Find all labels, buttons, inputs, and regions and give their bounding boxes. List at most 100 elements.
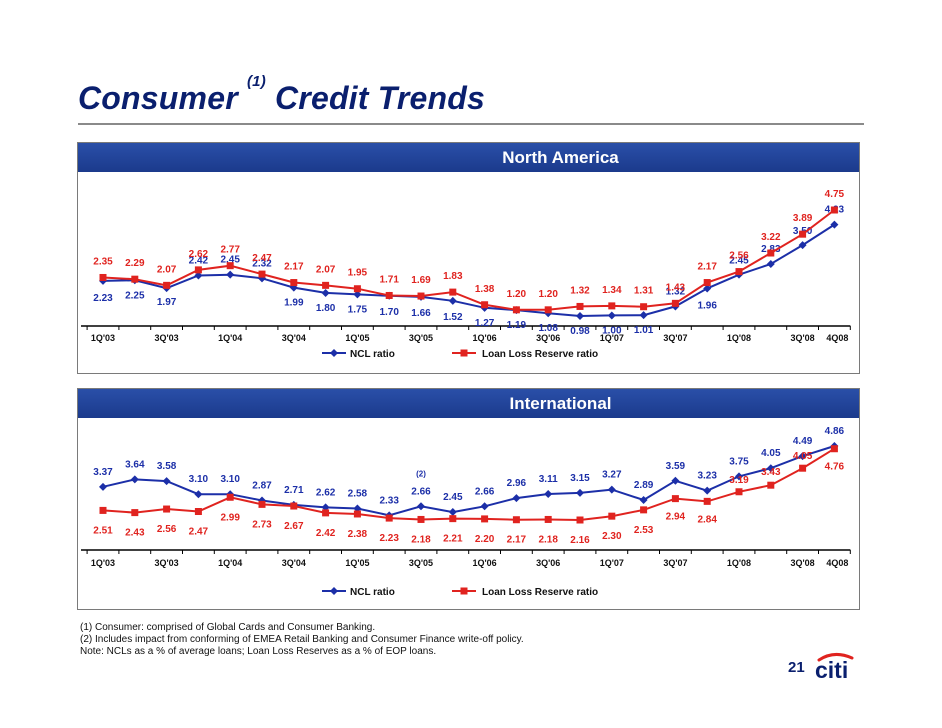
loan-loss-reserve-point: [608, 512, 616, 520]
loan-loss-reserve-point: [481, 515, 489, 523]
ncl-ratio-point: [321, 288, 330, 297]
loan-loss-reserve-point: [258, 270, 266, 278]
title-footnote-marker: (1): [246, 73, 266, 90]
ncl-ratio-data-label: 1.66: [411, 308, 431, 319]
legend-ncl-marker: [330, 587, 338, 595]
footnote-1: (1) Consumer: comprised of Global Cards …: [80, 622, 376, 633]
loan-loss-reserve-point: [449, 515, 457, 523]
x-tick-label: 1Q'08: [727, 333, 751, 343]
loan-loss-reserve-point: [767, 249, 775, 257]
ncl-ratio-data-label: 3.64: [125, 459, 145, 470]
loan-loss-reserve-data-label: 1.32: [570, 285, 590, 296]
page-number: 21: [788, 659, 805, 676]
loan-loss-reserve-point: [512, 516, 520, 524]
ncl-ratio-point: [544, 489, 553, 498]
x-tick-label: 3Q'07: [663, 558, 687, 568]
loan-loss-reserve-point: [385, 291, 393, 299]
loan-loss-reserve-data-label: 2.18: [411, 534, 431, 545]
loan-loss-reserve-point: [322, 509, 330, 517]
ncl-ratio-data-label: 1.01: [634, 325, 654, 336]
loan-loss-reserve-point: [290, 279, 298, 287]
loan-loss-reserve-data-label: 1.38: [475, 284, 495, 295]
loan-loss-reserve-point: [163, 281, 171, 289]
chart-title: International: [509, 394, 611, 413]
ncl-ratio-data-label: 3.58: [157, 461, 177, 472]
loan-loss-reserve-data-label: 2.23: [379, 533, 399, 544]
ncl-ratio-point: [671, 476, 680, 485]
loan-loss-reserve-data-label: 2.20: [475, 534, 495, 545]
loan-loss-reserve-data-label: 4.75: [825, 189, 845, 200]
loan-loss-reserve-point: [671, 299, 679, 307]
loan-loss-reserve-data-label: 1.20: [507, 289, 527, 300]
x-tick-label: 3Q'04: [282, 558, 306, 568]
ncl-ratio-data-label: 3.75: [729, 456, 749, 467]
loan-loss-reserve-point: [481, 301, 489, 309]
loan-loss-reserve-data-label: 1.69: [411, 275, 431, 286]
x-tick-label: 1Q'08: [727, 558, 751, 568]
ncl-ratio-data-label: 2.89: [634, 480, 654, 491]
x-tick-label: 3Q'03: [155, 558, 179, 568]
loan-loss-reserve-data-label: 2.17: [507, 535, 527, 546]
ncl-ratio-data-label: 4.86: [825, 426, 845, 437]
ncl-ratio-point: [194, 271, 203, 280]
loan-loss-reserve-data-label: 1.31: [634, 286, 654, 297]
loan-loss-reserve-data-label: 2.29: [125, 258, 145, 269]
loan-loss-reserve-point: [385, 514, 393, 522]
ncl-ratio-point: [194, 490, 203, 499]
x-tick-label: 1Q'06: [473, 558, 497, 568]
citi-logo: citi: [815, 653, 854, 681]
ncl-ratio-data-label: 1.97: [157, 297, 177, 308]
x-tick-label: 1Q'03: [91, 333, 115, 343]
ncl-ratio-data-label: 2.45: [729, 256, 749, 267]
loan-loss-reserve-data-label: 2.53: [634, 525, 654, 536]
ncl-ratio-data-label: 2.66: [475, 486, 495, 497]
loan-loss-reserve-point: [226, 493, 234, 501]
ncl-ratio-data-label: 1.70: [379, 307, 399, 318]
ncl-ratio-point: [130, 475, 139, 484]
x-tick-label: 4Q08: [826, 558, 848, 568]
ncl-ratio-data-label: 1.32: [666, 286, 686, 297]
loan-loss-reserve-point: [131, 509, 139, 517]
loan-loss-reserve-data-label: 1.71: [379, 274, 399, 285]
loan-loss-reserve-point: [799, 230, 807, 238]
x-tick-label: 3Q'05: [409, 333, 433, 343]
ncl-ratio-point: [448, 296, 457, 305]
loan-loss-reserve-point: [544, 515, 552, 523]
ncl-ratio-data-label: 1.52: [443, 312, 463, 323]
loan-loss-reserve-point: [735, 268, 743, 276]
loan-loss-reserve-data-label: 2.17: [697, 262, 717, 273]
loan-loss-reserve-point: [194, 266, 202, 274]
loan-loss-reserve-data-label: 2.56: [157, 524, 177, 535]
x-tick-label: 3Q'06: [536, 333, 560, 343]
loan-loss-reserve-data-label: 2.07: [316, 264, 336, 275]
ncl-ratio-point: [576, 488, 584, 497]
loan-loss-reserve-data-label: 3.89: [793, 213, 813, 224]
ncl-ratio-point: [607, 311, 616, 320]
loan-loss-reserve-data-label: 2.67: [284, 521, 304, 532]
legend-ncl-label: NCL ratio: [350, 349, 395, 360]
ncl-ratio-point: [289, 283, 298, 292]
x-tick-label: 1Q'05: [345, 333, 369, 343]
ncl-ratio-data-label: 2.32: [252, 258, 272, 269]
loan-loss-reserve-data-label: 2.99: [220, 512, 240, 523]
loan-loss-reserve-data-label: 2.38: [348, 529, 368, 540]
loan-loss-reserve-data-label: 2.51: [93, 525, 113, 536]
loan-loss-reserve-data-label: 3.19: [729, 475, 749, 486]
loan-loss-reserve-line: [102, 447, 835, 522]
loan-loss-reserve-point: [830, 206, 838, 214]
x-tick-label: 4Q08: [826, 333, 848, 343]
ncl-ratio-point: [607, 485, 616, 494]
ncl-ratio-point: [576, 312, 584, 320]
ncl-ratio-data-label: 1.99: [284, 298, 304, 309]
ncl-ratio-data-label: 3.15: [570, 473, 590, 484]
ncl-ratio-data-label: 2.62: [316, 487, 336, 498]
x-tick-label: 3Q'04: [282, 333, 306, 343]
ncl-ratio-data-label: 3.10: [220, 474, 240, 485]
ncl-ratio-point: [512, 494, 521, 503]
ncl-ratio-point: [703, 486, 712, 495]
loan-loss-reserve-data-label: 2.30: [602, 531, 622, 542]
loan-loss-reserve-point: [322, 281, 330, 289]
footnote-2: (2) Includes impact from conforming of E…: [80, 634, 524, 645]
loan-loss-reserve-point: [417, 292, 425, 300]
loan-loss-reserve-point: [703, 497, 711, 505]
